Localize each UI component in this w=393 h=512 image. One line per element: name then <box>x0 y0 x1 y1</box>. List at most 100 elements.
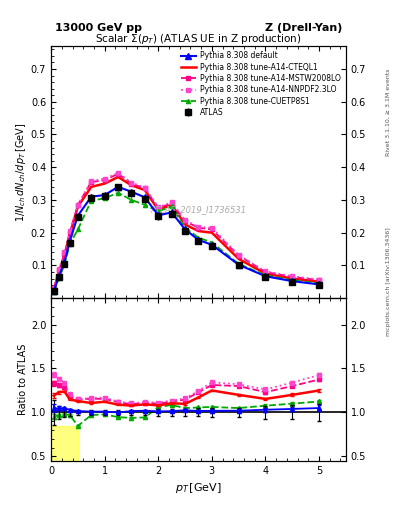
Pythia 8.308 tune-A14-MSTW2008LO <box>62 251 67 257</box>
Pythia 8.308 tune-A14-MSTW2008LO <box>129 181 134 187</box>
Pythia 8.308 default <box>143 194 147 200</box>
Pythia 8.308 tune-CUETP8S1 <box>209 240 214 246</box>
Pythia 8.308 default <box>89 194 94 200</box>
Pythia 8.308 tune-A14-CTEQL1 <box>89 184 94 190</box>
Pythia 8.308 tune-CUETP8S1 <box>102 195 107 201</box>
Pythia 8.308 default <box>57 273 61 279</box>
Y-axis label: $1/N_{ch}\,dN_{ch}/dp_T\,[\mathrm{GeV}]$: $1/N_{ch}\,dN_{ch}/dp_T\,[\mathrm{GeV}]$ <box>14 122 28 222</box>
Pythia 8.308 tune-A14-MSTW2008LO <box>169 200 174 206</box>
Text: ATLAS_2019_I1736531: ATLAS_2019_I1736531 <box>151 205 246 215</box>
Pythia 8.308 tune-A14-CTEQL1 <box>143 187 147 193</box>
Pythia 8.308 default <box>68 238 72 244</box>
Pythia 8.308 tune-A14-NNPDF2.3LO <box>183 217 187 223</box>
Pythia 8.308 tune-CUETP8S1 <box>143 202 147 208</box>
Pythia 8.308 default <box>116 184 120 190</box>
Pythia 8.308 tune-CUETP8S1 <box>116 189 120 196</box>
Pythia 8.308 tune-A14-MSTW2008LO <box>51 286 56 292</box>
Pythia 8.308 tune-CUETP8S1 <box>57 274 61 281</box>
Pythia 8.308 tune-A14-NNPDF2.3LO <box>143 184 147 190</box>
Pythia 8.308 tune-A14-CTEQL1 <box>51 287 56 293</box>
Pythia 8.308 tune-A14-NNPDF2.3LO <box>89 178 94 184</box>
Pythia 8.308 default <box>156 212 161 219</box>
Pythia 8.308 tune-A14-CTEQL1 <box>129 182 134 188</box>
Pythia 8.308 tune-A14-NNPDF2.3LO <box>263 268 268 274</box>
Pythia 8.308 default <box>290 278 295 284</box>
Line: Pythia 8.308 tune-CUETP8S1: Pythia 8.308 tune-CUETP8S1 <box>52 190 321 294</box>
Pythia 8.308 tune-A14-MSTW2008LO <box>196 225 201 231</box>
Pythia 8.308 tune-A14-NNPDF2.3LO <box>290 273 295 280</box>
Pythia 8.308 tune-A14-MSTW2008LO <box>290 274 295 280</box>
Pythia 8.308 tune-A14-MSTW2008LO <box>317 277 321 283</box>
Pythia 8.308 tune-A14-NNPDF2.3LO <box>68 228 72 234</box>
Pythia 8.308 tune-A14-CTEQL1 <box>116 174 120 180</box>
Pythia 8.308 tune-CUETP8S1 <box>75 226 80 232</box>
Pythia 8.308 tune-A14-MSTW2008LO <box>183 218 187 224</box>
Pythia 8.308 tune-CUETP8S1 <box>62 261 67 267</box>
Pythia 8.308 tune-A14-CTEQL1 <box>236 256 241 262</box>
Pythia 8.308 default <box>317 281 321 287</box>
Pythia 8.308 tune-A14-MSTW2008LO <box>75 202 80 208</box>
X-axis label: $p_T\,[\mathrm{GeV}]$: $p_T\,[\mathrm{GeV}]$ <box>175 481 222 495</box>
Pythia 8.308 default <box>169 209 174 216</box>
Pythia 8.308 tune-A14-CTEQL1 <box>102 181 107 187</box>
Pythia 8.308 default <box>75 212 80 219</box>
Pythia 8.308 default <box>236 262 241 268</box>
Pythia 8.308 tune-A14-NNPDF2.3LO <box>75 202 80 208</box>
Bar <box>51 487 78 496</box>
Pythia 8.308 tune-A14-CTEQL1 <box>209 229 214 236</box>
Pythia 8.308 tune-CUETP8S1 <box>317 281 321 287</box>
Pythia 8.308 default <box>183 226 187 232</box>
Pythia 8.308 tune-A14-NNPDF2.3LO <box>196 224 201 230</box>
Line: Pythia 8.308 tune-A14-MSTW2008LO: Pythia 8.308 tune-A14-MSTW2008LO <box>52 172 321 291</box>
Legend: Pythia 8.308 default, Pythia 8.308 tune-A14-CTEQL1, Pythia 8.308 tune-A14-MSTW20: Pythia 8.308 default, Pythia 8.308 tune-… <box>178 48 343 120</box>
Pythia 8.308 tune-A14-NNPDF2.3LO <box>209 225 214 231</box>
Pythia 8.308 tune-A14-NNPDF2.3LO <box>156 204 161 210</box>
Pythia 8.308 default <box>209 242 214 248</box>
Pythia 8.308 tune-A14-NNPDF2.3LO <box>129 180 134 186</box>
Pythia 8.308 tune-A14-NNPDF2.3LO <box>62 249 67 255</box>
Pythia 8.308 tune-A14-MSTW2008LO <box>263 269 268 275</box>
Pythia 8.308 tune-A14-CTEQL1 <box>263 270 268 276</box>
Pythia 8.308 tune-A14-MSTW2008LO <box>143 185 147 191</box>
Pythia 8.308 tune-A14-NNPDF2.3LO <box>51 285 56 291</box>
Pythia 8.308 tune-A14-MSTW2008LO <box>156 205 161 211</box>
Pythia 8.308 tune-CUETP8S1 <box>89 198 94 204</box>
Bar <box>51 425 78 487</box>
Pythia 8.308 tune-A14-CTEQL1 <box>68 231 72 238</box>
Text: Z (Drell-Yan): Z (Drell-Yan) <box>264 23 342 33</box>
Y-axis label: Ratio to ATLAS: Ratio to ATLAS <box>18 344 28 415</box>
Text: Rivet 3.1.10, ≥ 3.1M events: Rivet 3.1.10, ≥ 3.1M events <box>386 69 391 156</box>
Pythia 8.308 tune-A14-NNPDF2.3LO <box>317 276 321 283</box>
Pythia 8.308 tune-A14-CTEQL1 <box>57 269 61 275</box>
Pythia 8.308 tune-CUETP8S1 <box>169 203 174 209</box>
Line: Pythia 8.308 tune-A14-NNPDF2.3LO: Pythia 8.308 tune-A14-NNPDF2.3LO <box>52 171 321 290</box>
Pythia 8.308 default <box>129 189 134 195</box>
Pythia 8.308 default <box>196 237 201 243</box>
Text: 13000 GeV pp: 13000 GeV pp <box>55 23 142 33</box>
Pythia 8.308 tune-CUETP8S1 <box>156 208 161 215</box>
Line: Pythia 8.308 tune-A14-CTEQL1: Pythia 8.308 tune-A14-CTEQL1 <box>54 177 319 290</box>
Pythia 8.308 default <box>102 192 107 198</box>
Pythia 8.308 default <box>51 288 56 294</box>
Pythia 8.308 default <box>263 273 268 280</box>
Pythia 8.308 tune-A14-MSTW2008LO <box>89 179 94 185</box>
Pythia 8.308 tune-A14-NNPDF2.3LO <box>236 252 241 258</box>
Pythia 8.308 tune-A14-CTEQL1 <box>62 252 67 259</box>
Pythia 8.308 default <box>62 259 67 265</box>
Line: Pythia 8.308 default: Pythia 8.308 default <box>51 184 322 294</box>
Pythia 8.308 tune-CUETP8S1 <box>263 272 268 279</box>
Pythia 8.308 tune-CUETP8S1 <box>290 277 295 283</box>
Pythia 8.308 tune-CUETP8S1 <box>68 241 72 247</box>
Pythia 8.308 tune-A14-CTEQL1 <box>169 202 174 208</box>
Pythia 8.308 tune-A14-MSTW2008LO <box>68 229 72 236</box>
Pythia 8.308 tune-A14-NNPDF2.3LO <box>116 170 120 176</box>
Pythia 8.308 tune-A14-MSTW2008LO <box>57 267 61 273</box>
Pythia 8.308 tune-A14-CTEQL1 <box>317 279 321 285</box>
Pythia 8.308 tune-A14-CTEQL1 <box>196 228 201 234</box>
Pythia 8.308 tune-A14-NNPDF2.3LO <box>102 176 107 182</box>
Pythia 8.308 tune-CUETP8S1 <box>51 289 56 295</box>
Pythia 8.308 tune-A14-CTEQL1 <box>290 275 295 282</box>
Pythia 8.308 tune-A14-CTEQL1 <box>75 203 80 209</box>
Pythia 8.308 tune-A14-NNPDF2.3LO <box>169 199 174 205</box>
Pythia 8.308 tune-CUETP8S1 <box>236 261 241 267</box>
